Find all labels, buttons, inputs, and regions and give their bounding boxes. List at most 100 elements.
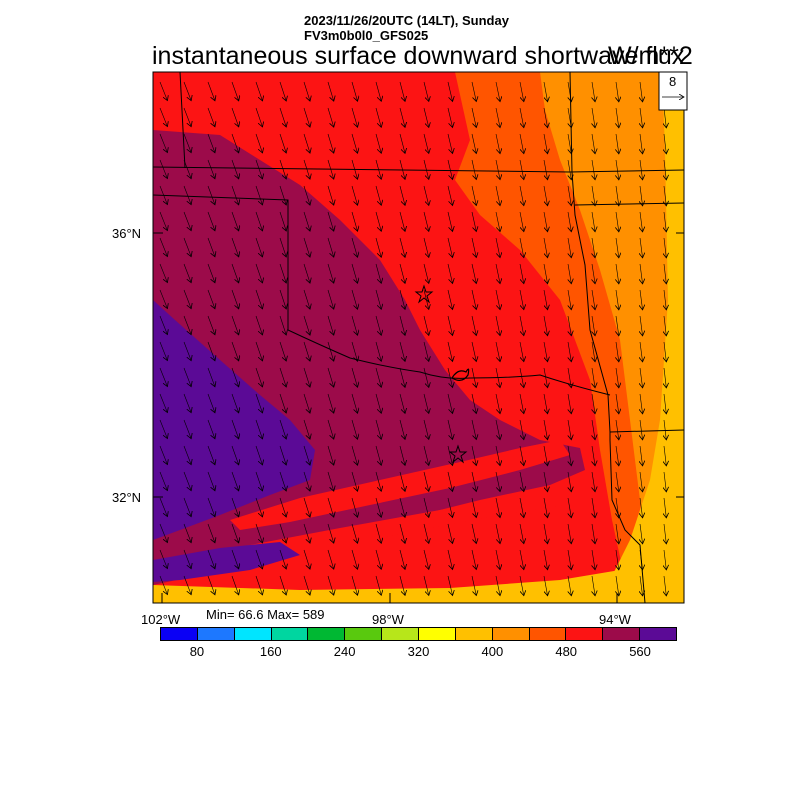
wind-arrow bbox=[592, 263, 595, 284]
wind-arrow bbox=[183, 211, 191, 231]
wind-arrow bbox=[255, 497, 262, 517]
wind-arrow bbox=[543, 497, 548, 518]
wind-arrow bbox=[279, 289, 286, 309]
wind-arrow bbox=[159, 393, 167, 413]
wind-arrow bbox=[351, 575, 358, 595]
wind-arrow bbox=[447, 523, 453, 543]
wind-arrow bbox=[592, 211, 595, 232]
wind-arrow bbox=[303, 237, 310, 257]
wind-arrow bbox=[183, 497, 191, 517]
wind-arrow bbox=[423, 81, 429, 101]
wind-arrow bbox=[495, 341, 500, 362]
wind-arrow bbox=[543, 575, 548, 596]
wind-arrow bbox=[279, 263, 286, 283]
wind-arrow bbox=[255, 263, 262, 283]
wind-arrow bbox=[447, 549, 453, 569]
wind-arrow bbox=[183, 575, 191, 595]
wind-arrow bbox=[255, 367, 262, 387]
model-name: FV3m0b0l0_GFS025 bbox=[304, 28, 429, 43]
wind-arrow bbox=[664, 315, 666, 336]
wind-arrow bbox=[279, 315, 286, 335]
wind-arrow bbox=[616, 133, 619, 154]
wind-arrow bbox=[207, 289, 215, 309]
wind-arrow bbox=[568, 237, 571, 258]
wind-arrow bbox=[303, 133, 310, 153]
wind-arrow bbox=[519, 81, 524, 102]
wind-arrow bbox=[471, 237, 476, 258]
wind-arrow bbox=[664, 471, 666, 492]
wind-arrow bbox=[543, 367, 548, 388]
wind-arrow bbox=[303, 523, 310, 543]
wind-arrow bbox=[375, 315, 381, 335]
wind-arrow bbox=[664, 445, 666, 466]
wind-arrow bbox=[495, 289, 500, 310]
wind-arrow bbox=[399, 263, 405, 283]
map-frame bbox=[152, 71, 685, 604]
wind-arrow bbox=[640, 211, 643, 232]
wind-arrow bbox=[495, 471, 500, 492]
wind-arrow bbox=[351, 419, 358, 439]
wind-arrow bbox=[207, 419, 215, 439]
wind-arrow bbox=[447, 185, 453, 205]
wind-arrow bbox=[375, 445, 381, 465]
wind-arrow bbox=[255, 471, 262, 491]
wind-arrow bbox=[423, 133, 429, 153]
wind-arrow bbox=[327, 445, 334, 465]
wind-arrow bbox=[375, 393, 381, 413]
wind-arrow bbox=[495, 497, 500, 518]
wind-arrow bbox=[495, 159, 500, 180]
wind-arrow bbox=[519, 549, 524, 570]
wind-arrow bbox=[616, 575, 619, 596]
wind-arrow bbox=[640, 497, 643, 518]
lon-label-102w: 102°W bbox=[141, 612, 181, 627]
wind-arrow bbox=[351, 471, 358, 491]
wind-arrow bbox=[543, 471, 548, 492]
wind-arrow bbox=[207, 211, 215, 231]
wind-arrow bbox=[447, 575, 453, 595]
wind-arrow bbox=[255, 549, 262, 569]
wind-arrow bbox=[327, 341, 334, 361]
wind-arrow bbox=[568, 263, 571, 284]
wind-arrow bbox=[159, 159, 167, 179]
wind-arrow bbox=[399, 107, 405, 127]
wind-arrow bbox=[568, 81, 571, 102]
wind-arrow bbox=[568, 523, 571, 544]
wind-arrow bbox=[231, 315, 239, 335]
wind-arrow bbox=[327, 107, 334, 127]
wind-arrow bbox=[351, 393, 358, 413]
wind-arrow bbox=[616, 159, 619, 180]
wind-arrow bbox=[423, 211, 429, 231]
wind-arrow bbox=[640, 575, 643, 596]
wind-arrow bbox=[471, 497, 476, 518]
wind-arrow bbox=[183, 419, 191, 439]
wind-arrow bbox=[423, 549, 429, 569]
wind-arrow bbox=[279, 393, 286, 413]
colorbar-swatch bbox=[419, 628, 456, 640]
colorbar-tick-label: 80 bbox=[189, 644, 205, 659]
lake bbox=[451, 368, 470, 381]
wind-arrow bbox=[664, 393, 666, 414]
wind-arrow bbox=[640, 523, 643, 544]
wind-arrow bbox=[351, 549, 358, 569]
wind-arrow bbox=[159, 497, 167, 517]
wind-arrow bbox=[375, 237, 381, 257]
wind-arrow bbox=[664, 549, 666, 570]
wind-arrow bbox=[568, 289, 571, 310]
wind-arrow bbox=[592, 107, 595, 128]
wind-arrow bbox=[447, 81, 453, 101]
wind-arrow bbox=[640, 419, 643, 440]
wind-arrow bbox=[519, 471, 524, 492]
wind-arrow bbox=[351, 159, 358, 179]
field-560 bbox=[153, 300, 315, 540]
wind-arrow bbox=[375, 159, 381, 179]
wind-arrow bbox=[183, 445, 191, 465]
wind-arrow bbox=[279, 575, 286, 595]
wind-arrow bbox=[303, 81, 310, 101]
wind-arrow bbox=[519, 289, 524, 310]
wind-arrow bbox=[616, 549, 619, 570]
wind-arrow bbox=[159, 419, 167, 439]
wind-arrow bbox=[207, 185, 215, 205]
wind-arrow bbox=[543, 289, 548, 310]
wind-arrow bbox=[519, 523, 524, 544]
wind-arrow bbox=[616, 107, 619, 128]
